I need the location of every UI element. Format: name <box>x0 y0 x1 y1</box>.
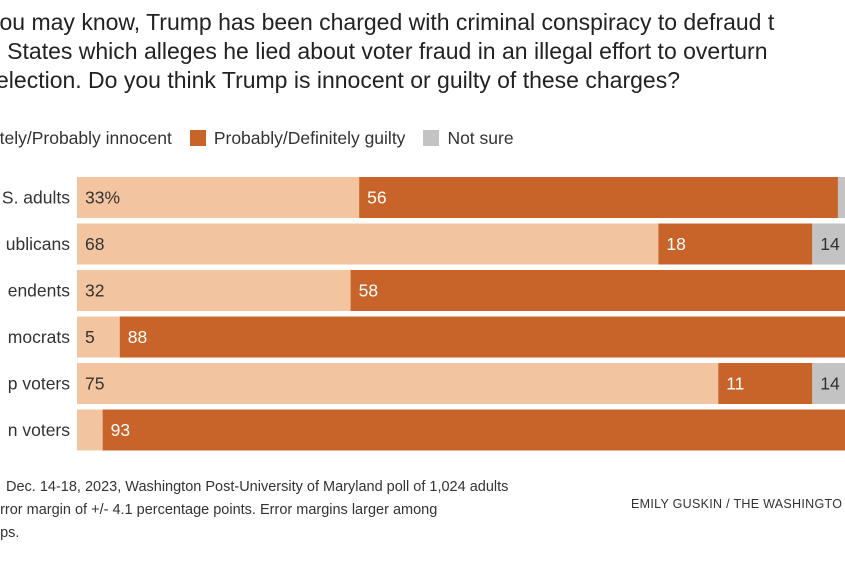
data-label-guilty: 93 <box>111 420 130 440</box>
legend-item-guilty: Probably/Definitely guilty <box>189 127 406 149</box>
category-label: endents <box>8 281 71 301</box>
bar-segment-guilty <box>359 177 838 218</box>
category-label: n voters <box>8 420 70 440</box>
bar-segment-not-sure <box>812 223 845 265</box>
bar-segment-guilty <box>350 270 845 311</box>
data-label-innocent: 5 <box>85 327 95 347</box>
legend-label-guilty: Probably/Definitely guilty <box>213 127 406 148</box>
question-line: election. Do you think Trump is innocent… <box>0 67 680 93</box>
stacked-bar-chart: S. adults 33% 56 11 ublicans 68 18 14 endents 32 5… <box>2 177 845 451</box>
category-label: p voters <box>8 374 70 394</box>
data-label-guilty: 11 <box>726 374 744 394</box>
category-label: mocrats <box>8 327 70 347</box>
legend-item-innocent: nitely/Probably innocent <box>0 128 172 149</box>
bar-segment-innocent <box>77 409 103 451</box>
bar-segment-guilty <box>658 223 813 265</box>
legend-swatch-not-sure <box>423 130 440 146</box>
data-label-guilty: 56 <box>367 188 386 208</box>
category-label: S. adults <box>2 188 70 208</box>
question-line: you may know, Trump has been charged wit… <box>0 9 775 35</box>
legend-swatch-guilty <box>189 130 206 146</box>
chart-question: you may know, Trump has been charged wit… <box>0 8 845 95</box>
note-line: ups. <box>0 525 20 541</box>
bar-segment-not-sure <box>812 363 845 404</box>
note-line: Dec. 14-18, 2023, Washington Post-Univer… <box>6 479 509 495</box>
data-label-innocent: 75 <box>85 374 104 394</box>
question-line: d States which alleges he lied about vot… <box>0 38 768 64</box>
data-label-not-sure: 14 <box>820 374 840 394</box>
bar-segment-innocent <box>77 270 351 311</box>
data-label-guilty: 88 <box>128 327 147 347</box>
credit: EMILY GUSKIN / THE WASHINGTO <box>631 497 843 511</box>
data-label-guilty: 18 <box>666 234 685 254</box>
bar-segment-guilty <box>119 316 845 358</box>
data-label-innocent: 32 <box>85 281 104 301</box>
data-label-not-sure: 14 <box>820 234 840 254</box>
bar-segment-innocent <box>77 363 719 404</box>
data-label-innocent: 33% <box>85 188 120 208</box>
legend-item-not-sure: Not sure <box>423 127 514 149</box>
bar-segment-innocent <box>77 223 659 265</box>
bar-segment-not-sure <box>837 177 845 218</box>
data-label-guilty: 58 <box>359 281 378 301</box>
category-label: ublicans <box>6 234 70 254</box>
legend-label-not-sure: Not sure <box>447 127 514 148</box>
bar-segment-guilty <box>718 363 813 404</box>
bar-segment-innocent <box>77 316 120 358</box>
bar-segment-innocent <box>77 177 360 218</box>
bar-segment-guilty <box>102 409 845 451</box>
chart-legend: nitely/Probably innocent Probably/Defini… <box>0 126 532 150</box>
note-line: error margin of +/- 4.1 percentage point… <box>0 502 438 518</box>
source-note: Dec. 14-18, 2023, Washington Post-Univer… <box>0 476 632 545</box>
data-label-innocent: 68 <box>85 234 104 254</box>
legend-label-innocent: nitely/Probably innocent <box>0 127 172 148</box>
